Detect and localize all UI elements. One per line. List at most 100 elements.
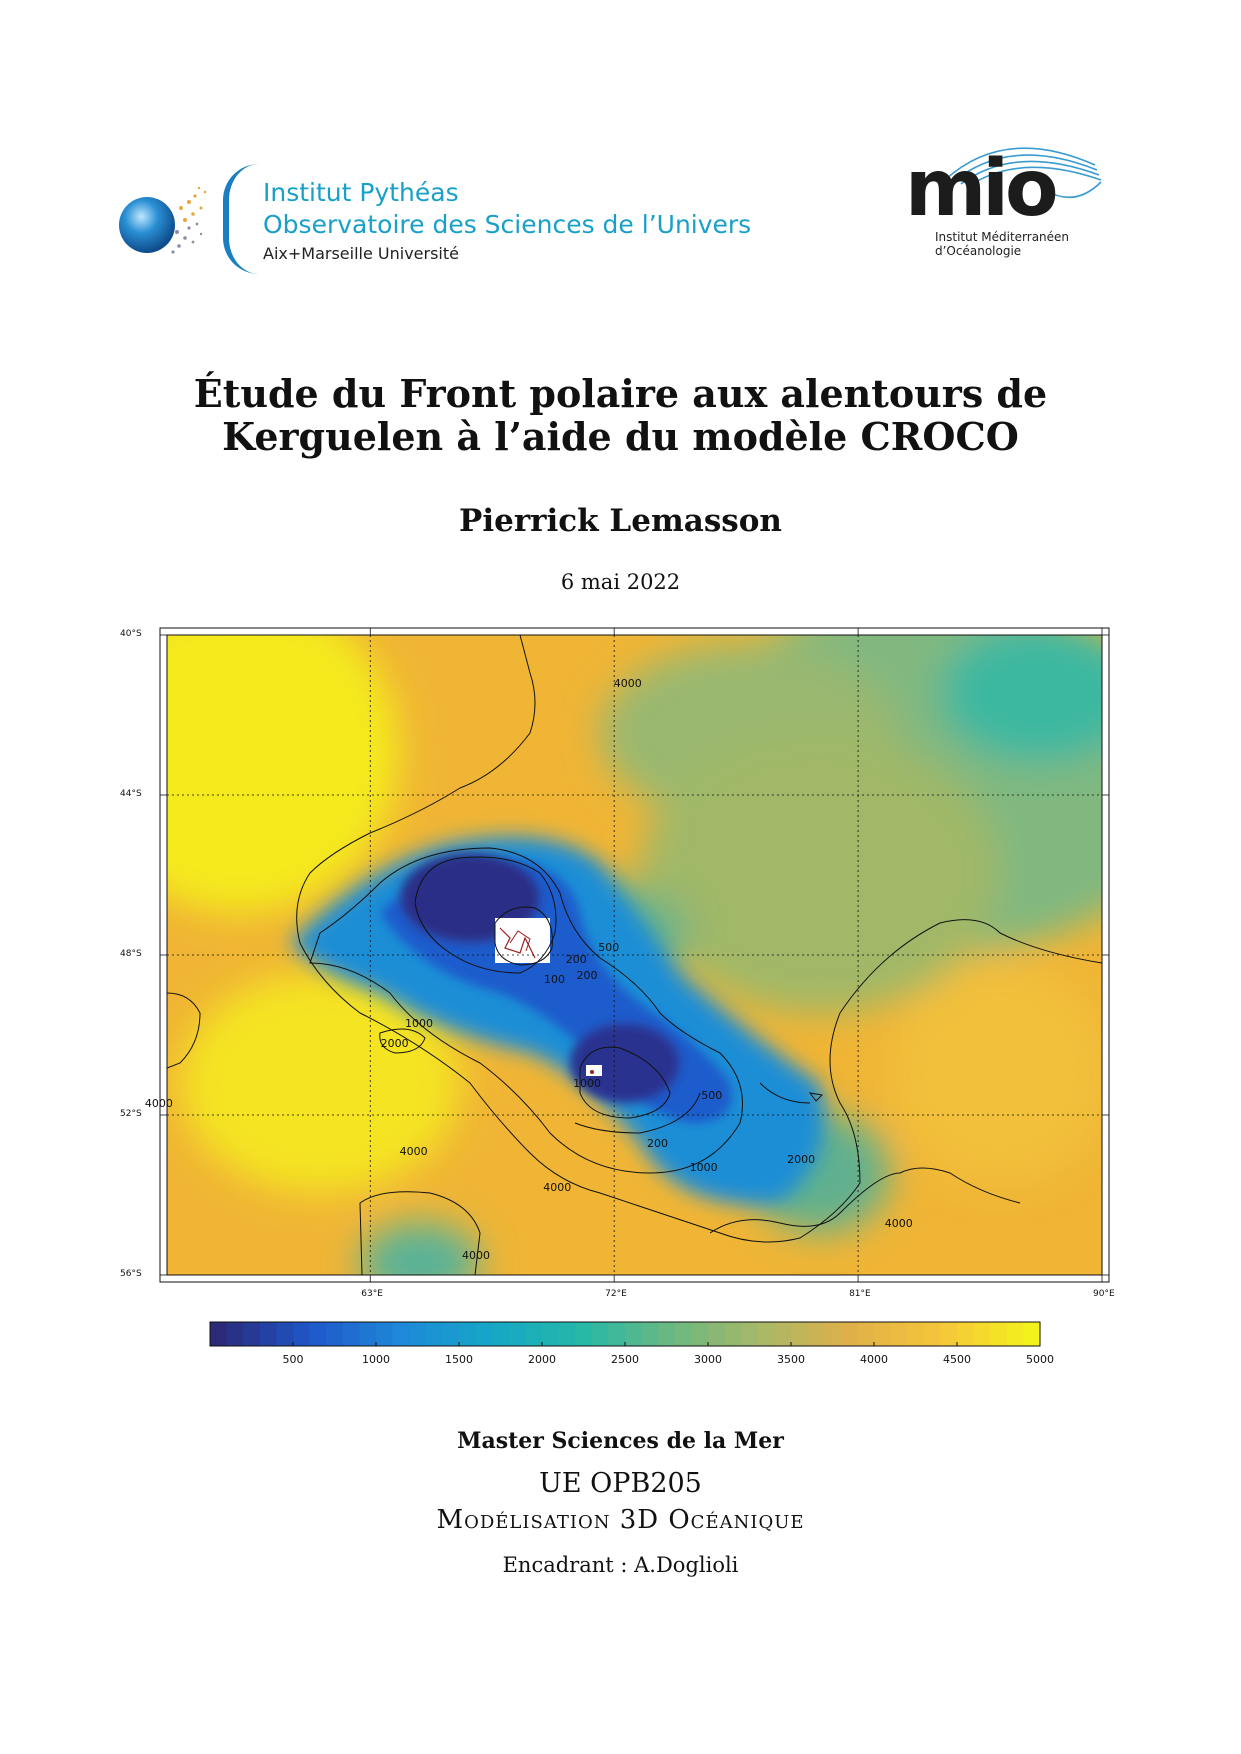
colorbar-bin — [342, 1322, 360, 1346]
date: 6 mai 2022 — [560, 570, 681, 594]
contour-label: 1000 — [690, 1161, 718, 1174]
contour-label: 4000 — [885, 1217, 913, 1230]
colorbar-bin — [774, 1322, 792, 1346]
colorbar-bin — [857, 1322, 875, 1346]
contour-label: 4000 — [145, 1097, 173, 1110]
lat-tick-label: 52°S — [120, 1109, 142, 1119]
colorbar-bin — [708, 1322, 726, 1346]
colorbar-bin — [658, 1322, 676, 1346]
colorbar-bin — [840, 1322, 858, 1346]
lat-tick-label: 48°S — [120, 949, 142, 959]
colorbar-tick-label: 4500 — [943, 1353, 971, 1366]
contour-label: 1000 — [405, 1017, 433, 1030]
bathymetry-map: 4000 1000 2000 4000 4000 4000 4000 200 100 200 500… — [120, 613, 1125, 1303]
colorbar-bin — [940, 1322, 958, 1346]
colorbar-bin — [957, 1322, 975, 1346]
colorbar-bin — [575, 1322, 593, 1346]
colorbar-bin — [459, 1322, 477, 1346]
contour-label: 200 — [566, 953, 587, 966]
lon-tick-label: 81°E — [849, 1289, 871, 1299]
contour-label: 200 — [647, 1137, 668, 1150]
colorbar-bin — [276, 1322, 294, 1346]
colorbar-bin — [525, 1322, 543, 1346]
colorbar-bin — [674, 1322, 692, 1346]
colorbar-bin — [226, 1322, 244, 1346]
mio-line2: d’Océanologie — [935, 244, 1022, 258]
program-name: Master Sciences de la Mer — [457, 1428, 784, 1454]
colorbar-bin — [724, 1322, 742, 1346]
logo-text-line3: Aix+Marseille Université — [263, 244, 459, 263]
colorbar-bin — [625, 1322, 643, 1346]
colorbar-bin — [508, 1322, 526, 1346]
colorbar-bin — [824, 1322, 842, 1346]
mio-logo: mio Institut Méditerranéen d’Océanologie — [905, 130, 1110, 265]
kerguelen-island — [495, 918, 550, 963]
colorbar-bin — [641, 1322, 659, 1346]
heard-island — [586, 1065, 602, 1076]
colorbar-bin — [210, 1322, 228, 1346]
contour-label: 500 — [701, 1089, 722, 1102]
contour-label: 4000 — [614, 677, 642, 690]
colorbar-bin — [425, 1322, 443, 1346]
institut-pytheas-logo: Institut Pythéas Observatoire des Scienc… — [115, 160, 755, 280]
colorbar-bin — [890, 1322, 908, 1346]
colorbar-bin — [409, 1322, 427, 1346]
colorbar-bin — [990, 1322, 1008, 1346]
contour-lines — [167, 635, 1102, 1275]
course-code: UE OPB205 — [539, 1468, 702, 1499]
colorbar-bin — [442, 1322, 460, 1346]
colorbar-tick-label: 2500 — [611, 1353, 639, 1366]
mio-wordmark: mio — [905, 144, 1059, 234]
contour-label: 4000 — [543, 1181, 571, 1194]
contour-label: 1000 — [573, 1077, 601, 1090]
colorbar-bin — [293, 1322, 311, 1346]
logo-bracket — [223, 164, 259, 274]
supervisor: Encadrant : A.Doglioli — [502, 1553, 739, 1577]
colorbar-bin — [691, 1322, 709, 1346]
colorbar-tick-label: 1500 — [445, 1353, 473, 1366]
title-line1: Étude du Front polaire aux alentours de — [193, 371, 1048, 416]
lon-tick-label: 90°E — [1093, 1289, 1115, 1299]
logo-text-line2: Observatoire des Sciences de l’Univers — [263, 210, 752, 239]
colorbar-bin — [475, 1322, 493, 1346]
contour-label: 2000 — [381, 1037, 409, 1050]
course-title: Modélisation 3D Océanique — [436, 1505, 805, 1535]
colorbar-bin — [923, 1322, 941, 1346]
colorbar-tick-label: 4000 — [860, 1353, 888, 1366]
colorbar-bin — [309, 1322, 327, 1346]
colorbar-bin — [741, 1322, 759, 1346]
lat-tick-label: 44°S — [120, 789, 142, 799]
lat-tick-label: 56°S — [120, 1269, 142, 1279]
colorbar-bin — [807, 1322, 825, 1346]
contour-label: 200 — [577, 969, 598, 982]
document-title: Étude du Front polaire aux alentours de … — [100, 372, 1141, 458]
globe-icon — [119, 186, 207, 254]
lon-tick-label: 72°E — [605, 1289, 627, 1299]
colorbar-bin — [376, 1322, 394, 1346]
colorbar-canvas: 500 1000 1500 2000 2500 3000 3500 4000 4500 5000 — [209, 1321, 1054, 1366]
colorbar-tick-label: 3500 — [777, 1353, 805, 1366]
contour-label: 2000 — [787, 1153, 815, 1166]
colorbar-tick-label: 5000 — [1026, 1353, 1054, 1366]
colorbar-bin — [359, 1322, 377, 1346]
colorbar-bin — [874, 1322, 892, 1346]
colorbar-bin — [259, 1322, 277, 1346]
colorbar-bin — [492, 1322, 510, 1346]
colorbar-tick-label: 3000 — [694, 1353, 722, 1366]
colorbar-tick-label: 2000 — [528, 1353, 556, 1366]
colorbar-tick-label: 500 — [283, 1353, 304, 1366]
eye-wave-icon — [944, 147, 1102, 199]
colorbar-bin — [243, 1322, 261, 1346]
title-line2: Kerguelen à l’aide du modèle CROCO — [222, 414, 1019, 459]
contour-label: 4000 — [462, 1249, 490, 1262]
colorbar-bin — [542, 1322, 560, 1346]
contour-label: 100 — [544, 973, 565, 986]
colorbar-bin — [907, 1322, 925, 1346]
colorbar-bin — [326, 1322, 344, 1346]
lon-tick-label: 63°E — [361, 1289, 383, 1299]
colorbar: 500 1000 1500 2000 2500 3000 3500 4000 4500 5000 — [205, 1320, 1085, 1380]
author: Pierrick Lemasson — [459, 503, 782, 539]
colorbar-tick-label: 1000 — [362, 1353, 390, 1366]
